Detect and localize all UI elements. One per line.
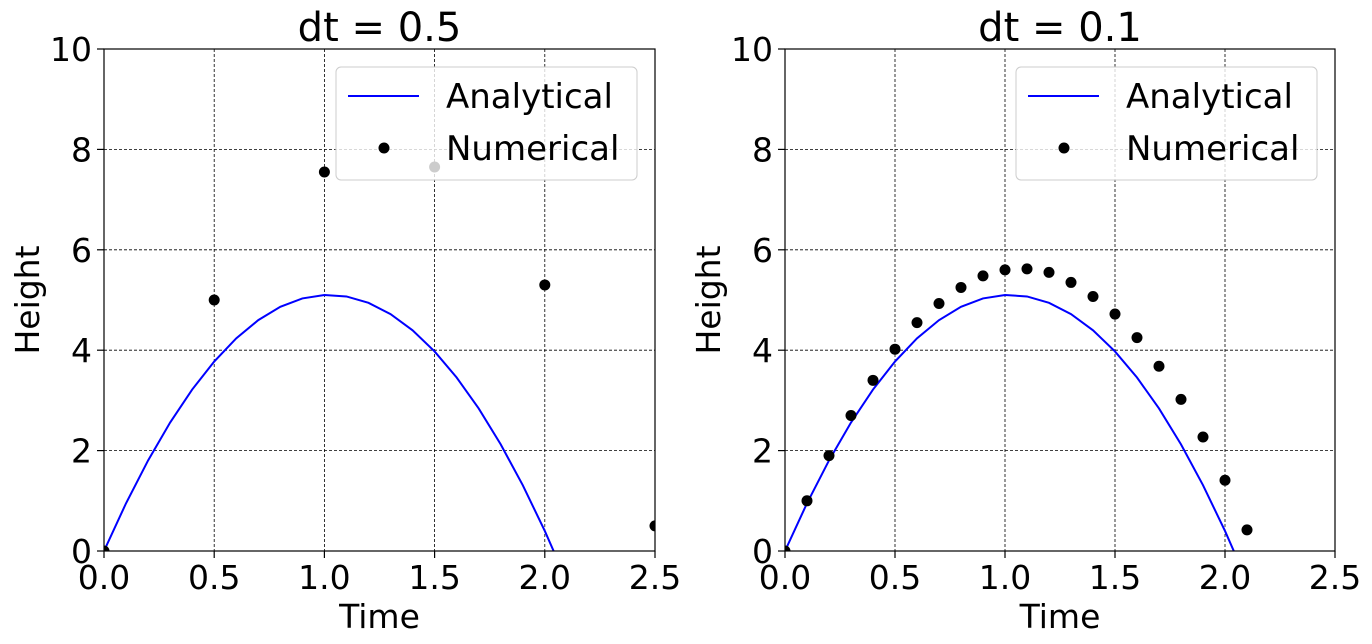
x-tick-label: 2.5 [1309, 558, 1361, 597]
y-tick-label: 0 [71, 532, 92, 571]
data-point-numerical [933, 298, 945, 310]
data-point-numerical [977, 270, 989, 282]
data-point-numerical [649, 520, 655, 532]
data-point-numerical [823, 450, 835, 462]
data-point-numerical [1197, 431, 1209, 443]
data-point-numerical [1021, 263, 1033, 275]
series-line-analytical [785, 293, 1235, 551]
legend-label-analytical: Analytical [1126, 77, 1293, 117]
x-tick-label: 2.5 [629, 558, 681, 597]
data-point-numerical [1065, 276, 1077, 288]
y-tick-label: 0 [752, 532, 773, 571]
chart-title: dt = 0.5 [298, 5, 462, 51]
legend-marker-swatch [378, 142, 390, 154]
data-point-numerical [1043, 266, 1055, 278]
plot-frame [784, 48, 1336, 552]
y-tick-label: 4 [71, 331, 92, 370]
x-tick-label: 0.5 [188, 558, 240, 597]
x-tick-label: 1.0 [298, 558, 350, 597]
data-point-numerical [867, 374, 879, 386]
x-tick-label: 2.0 [1199, 558, 1251, 597]
x-tick-label: 1.0 [979, 558, 1031, 597]
y-tick-label: 4 [752, 331, 773, 370]
x-tick-label: 0.5 [869, 558, 921, 597]
data-point-numerical [1109, 308, 1121, 320]
y-tick-label: 8 [71, 130, 92, 169]
chart-panel-2: 0.0 0.5 1.0 1.5 2.0 2.5 0 2 4 6 8 10 dt = 0.1 Time Hei… [689, 5, 1361, 636]
data-point-numerical [845, 409, 857, 421]
data-point-numerical [104, 545, 110, 551]
x-tick-label: 1.5 [408, 558, 460, 597]
x-axis-label: Time [1019, 597, 1101, 636]
data-point-numerical [1087, 290, 1099, 302]
legend-label-analytical: Analytical [446, 77, 613, 117]
data-point-numerical [999, 264, 1011, 276]
data-point-numerical [911, 317, 923, 329]
data-point-numerical [1153, 360, 1165, 372]
y-axis-label: Height [8, 245, 47, 354]
data-point-numerical [539, 279, 551, 291]
data-point-numerical [208, 294, 220, 306]
legend-marker-swatch [1058, 142, 1070, 154]
series-group [785, 263, 1253, 551]
y-tick-label: 6 [71, 231, 92, 270]
data-point-numerical [1131, 332, 1143, 344]
y-tick-label: 10 [50, 30, 92, 69]
data-point-numerical [801, 495, 813, 507]
y-tick-label: 2 [752, 432, 773, 471]
plot-frame [103, 48, 656, 552]
legend: Analytical Numerical [1015, 66, 1318, 181]
data-point-numerical [318, 166, 330, 178]
y-axis-label: Height [689, 245, 728, 354]
legend-label-numerical: Numerical [1126, 129, 1299, 169]
data-point-numerical [1241, 524, 1253, 536]
x-tick-label: 0.0 [78, 558, 130, 597]
data-point-numerical [955, 281, 967, 293]
x-tick-label: 0.0 [759, 558, 811, 597]
y-tick-label: 8 [752, 130, 773, 169]
chart-title: dt = 0.1 [978, 5, 1142, 51]
chart-panel-1: 0.0 0.5 1.0 1.5 2.0 2.5 0 2 4 6 8 10 dt = 0.5 Time Hei… [8, 5, 681, 636]
y-tick-label: 10 [731, 30, 773, 69]
y-tick-label: 2 [71, 432, 92, 471]
series-line-analytical [104, 293, 555, 551]
data-point-numerical [889, 343, 901, 355]
y-tick-label: 6 [752, 231, 773, 270]
x-axis-label: Time [338, 597, 420, 636]
data-point-numerical [1175, 393, 1187, 405]
x-tick-label: 2.0 [519, 558, 571, 597]
data-point-numerical [1219, 474, 1231, 486]
data-point-numerical [785, 545, 791, 551]
legend: Analytical Numerical [335, 66, 638, 181]
legend-label-numerical: Numerical [446, 129, 619, 169]
x-tick-label: 1.5 [1089, 558, 1141, 597]
